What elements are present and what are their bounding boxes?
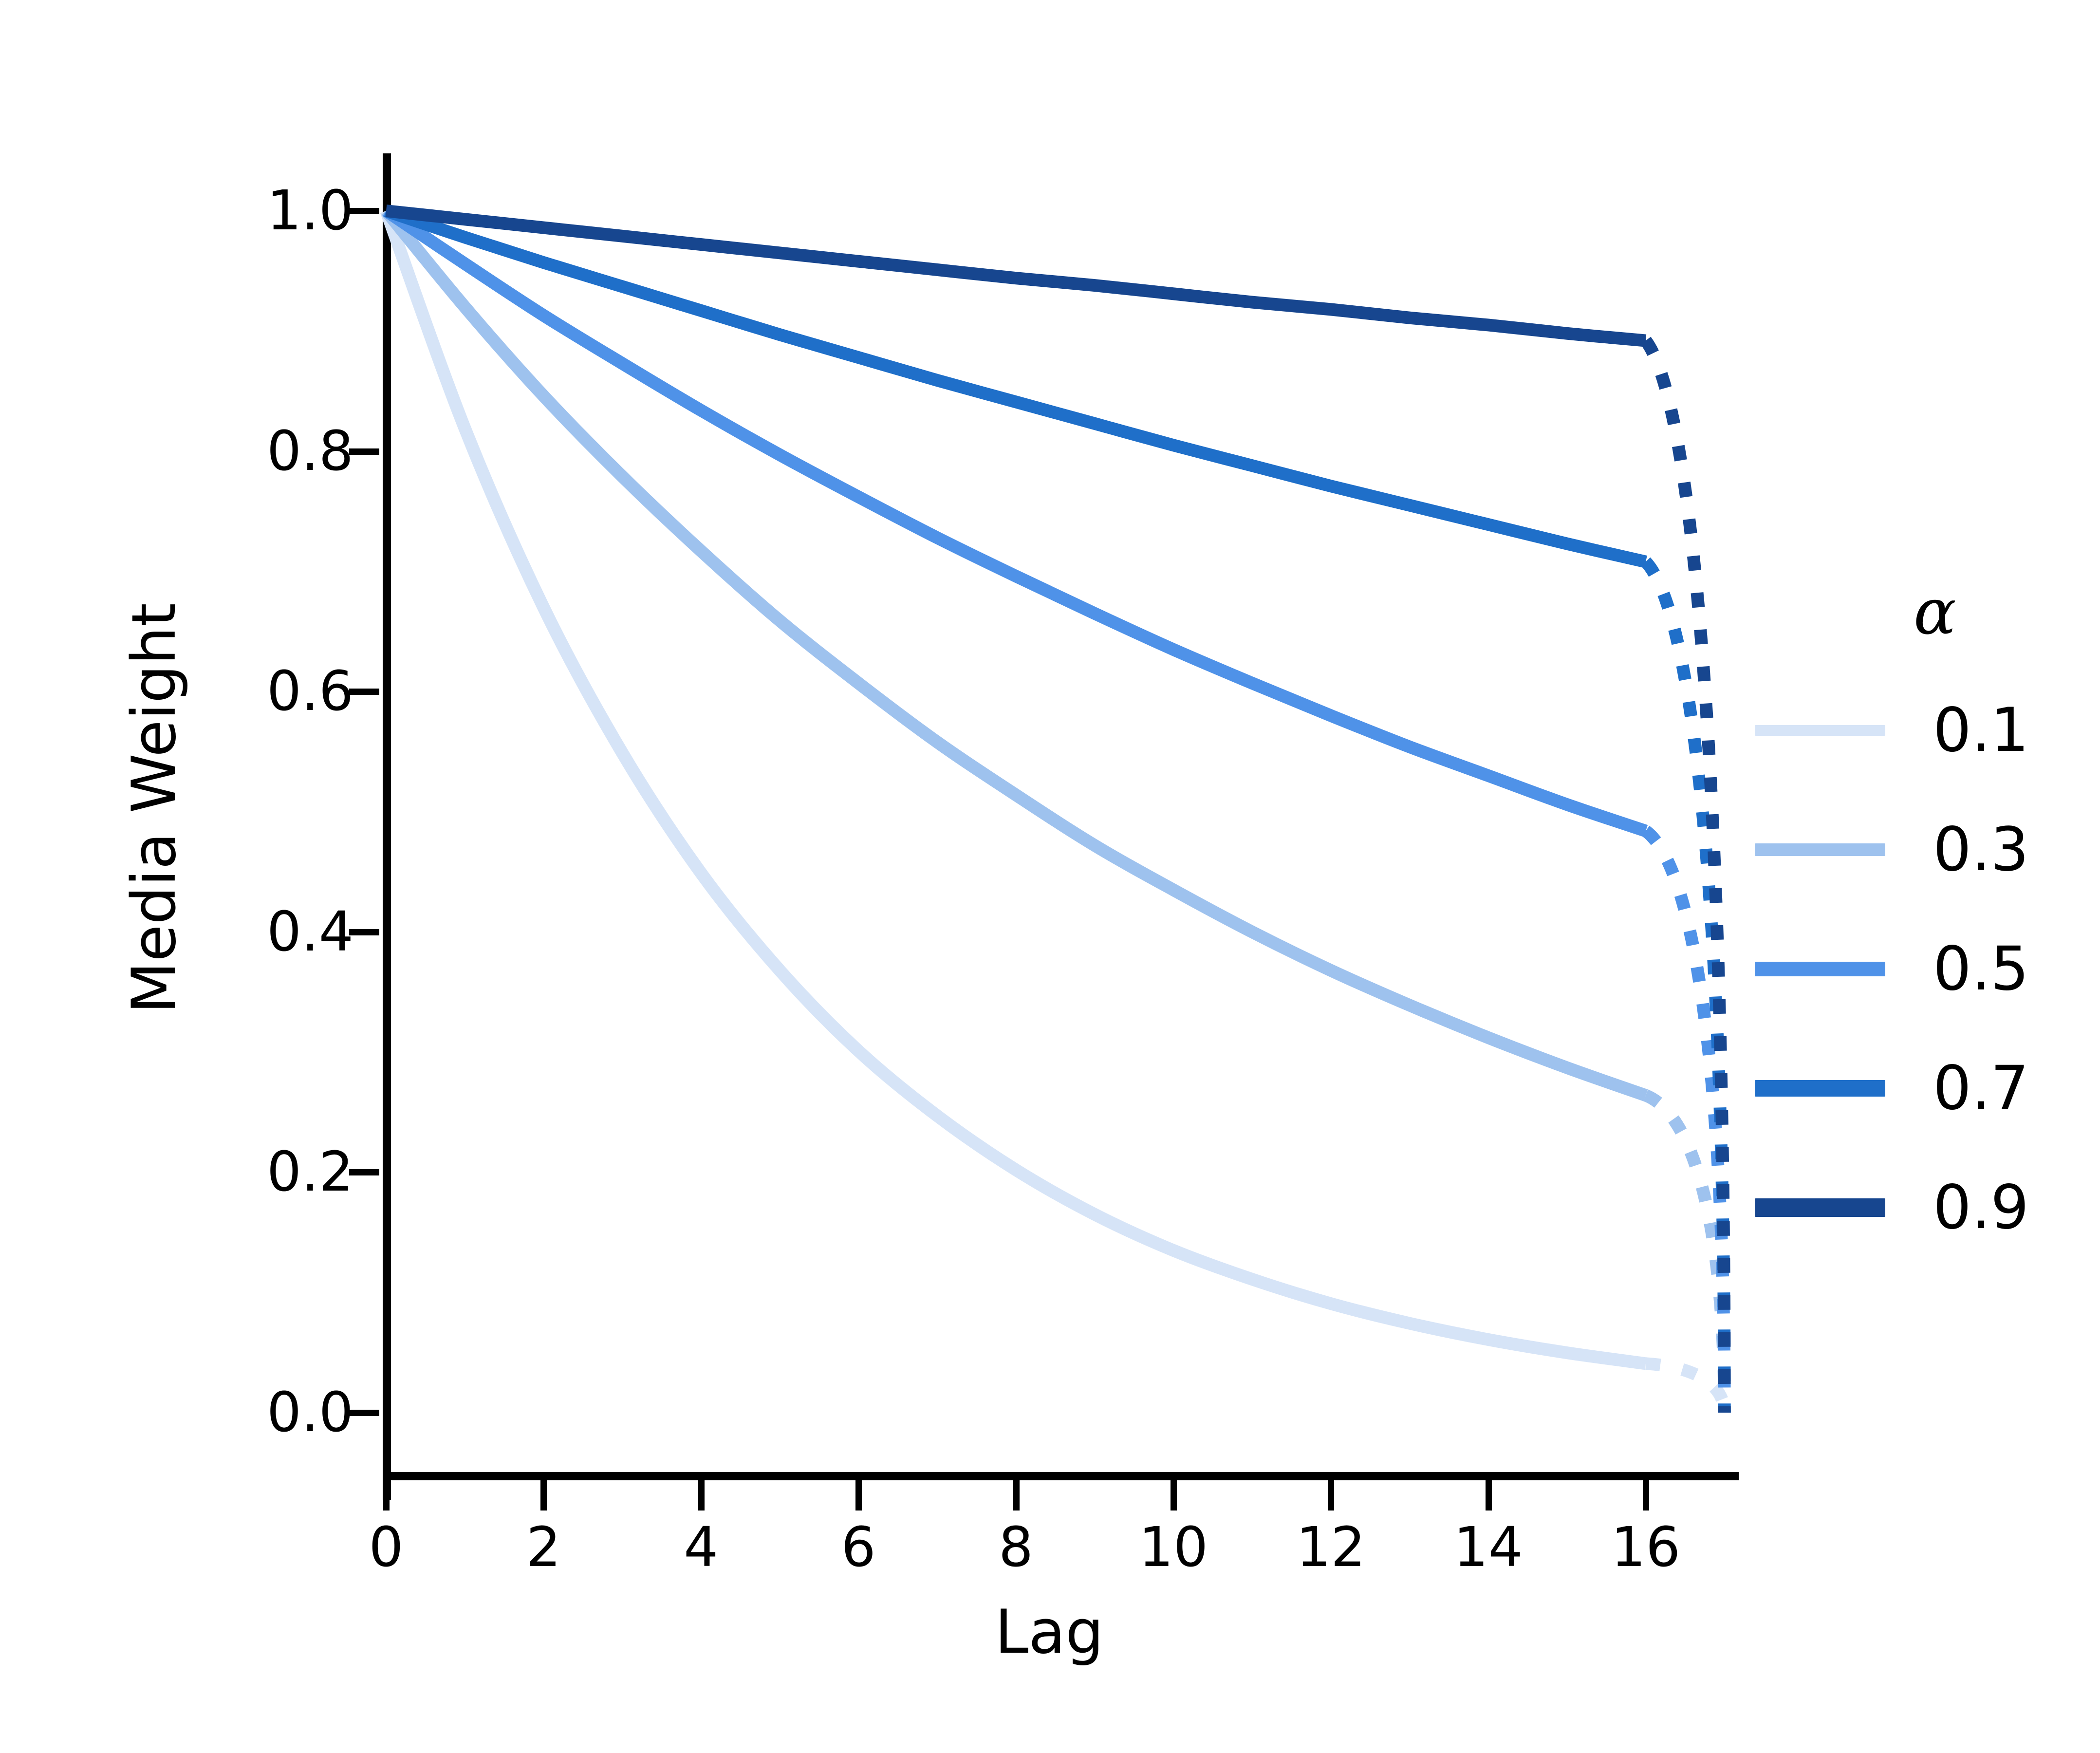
legend-swatch-0.3 (1755, 843, 1885, 856)
x-axis-spine (383, 1472, 1739, 1480)
y-tick-1.0 (349, 208, 379, 214)
x-tick-8 (1013, 1480, 1020, 1511)
x-tick-0 (383, 1480, 390, 1511)
x-tick-label-4: 4 (684, 1516, 719, 1579)
legend-title: α (1914, 575, 1956, 649)
x-tick-4 (698, 1480, 705, 1511)
y-tick-0.2 (349, 1169, 379, 1176)
x-tick-label-14: 14 (1453, 1516, 1523, 1579)
x-tick-16 (1643, 1480, 1649, 1511)
x-tick-10 (1170, 1480, 1177, 1511)
line-dotted-alpha-0.5 (1642, 825, 1731, 1413)
x-tick-label-0: 0 (369, 1516, 404, 1579)
legend-item-0.5[interactable]: 0.5 (1753, 920, 2094, 1018)
y-tick-label-0.2: 0.2 (266, 1140, 353, 1204)
y-tick-label-0.6: 0.6 (266, 660, 353, 724)
legend-swatch-0.5 (1755, 962, 1885, 976)
line-alpha-0.3 (381, 206, 1648, 1101)
line-dotted-alpha-0.9 (1640, 336, 1731, 1413)
x-tick-label-2: 2 (526, 1516, 561, 1579)
legend-item-0.9[interactable]: 0.9 (1753, 1159, 2094, 1256)
line-alpha-0.5 (382, 205, 1648, 837)
x-tick-6 (855, 1480, 862, 1511)
y-tick-0.6 (349, 689, 379, 695)
x-tick-label-6: 6 (841, 1516, 876, 1579)
y-tick-label-0.4: 0.4 (266, 900, 353, 964)
line-alpha-0.7 (384, 205, 1647, 568)
legend-label-0.1: 0.1 (1933, 695, 2029, 765)
legend-item-0.1[interactable]: 0.1 (1753, 682, 2094, 779)
line-alpha-0.9 (385, 205, 1647, 347)
legend-label-0.5: 0.5 (1933, 934, 2029, 1004)
y-axis-spine (383, 153, 391, 1500)
y-tick-0.8 (349, 448, 379, 455)
y-tick-label-0.8: 0.8 (266, 419, 353, 483)
x-tick-label-16: 16 (1611, 1516, 1681, 1579)
x-axis-label: Lag (995, 1597, 1104, 1667)
legend-label-0.9: 0.9 (1933, 1173, 2029, 1243)
legend-label-0.7: 0.7 (1933, 1053, 2029, 1123)
x-tick-label-12: 12 (1296, 1516, 1366, 1579)
y-tick-label-1.0: 1.0 (266, 179, 353, 242)
x-tick-2 (540, 1480, 547, 1511)
legend-label-0.3: 0.3 (1933, 815, 2029, 885)
line-alpha-0.1 (380, 208, 1647, 1370)
x-tick-label-8: 8 (998, 1516, 1034, 1579)
legend-swatch-0.7 (1755, 1080, 1885, 1097)
y-tick-0.0 (349, 1410, 379, 1416)
x-tick-label-10: 10 (1138, 1516, 1208, 1579)
legend-item-0.7[interactable]: 0.7 (1753, 1040, 2094, 1137)
line-dotted-alpha-0.7 (1641, 557, 1731, 1413)
line-dotted-alpha-0.1 (1645, 1357, 1731, 1413)
x-tick-14 (1485, 1480, 1492, 1511)
legend-item-0.3[interactable]: 0.3 (1753, 801, 2094, 898)
y-tick-0.4 (349, 929, 379, 935)
y-tick-label-0.0: 0.0 (266, 1381, 353, 1444)
x-tick-12 (1328, 1480, 1335, 1511)
legend-swatch-0.1 (1755, 725, 1885, 736)
legend-swatch-0.9 (1755, 1198, 1885, 1217)
